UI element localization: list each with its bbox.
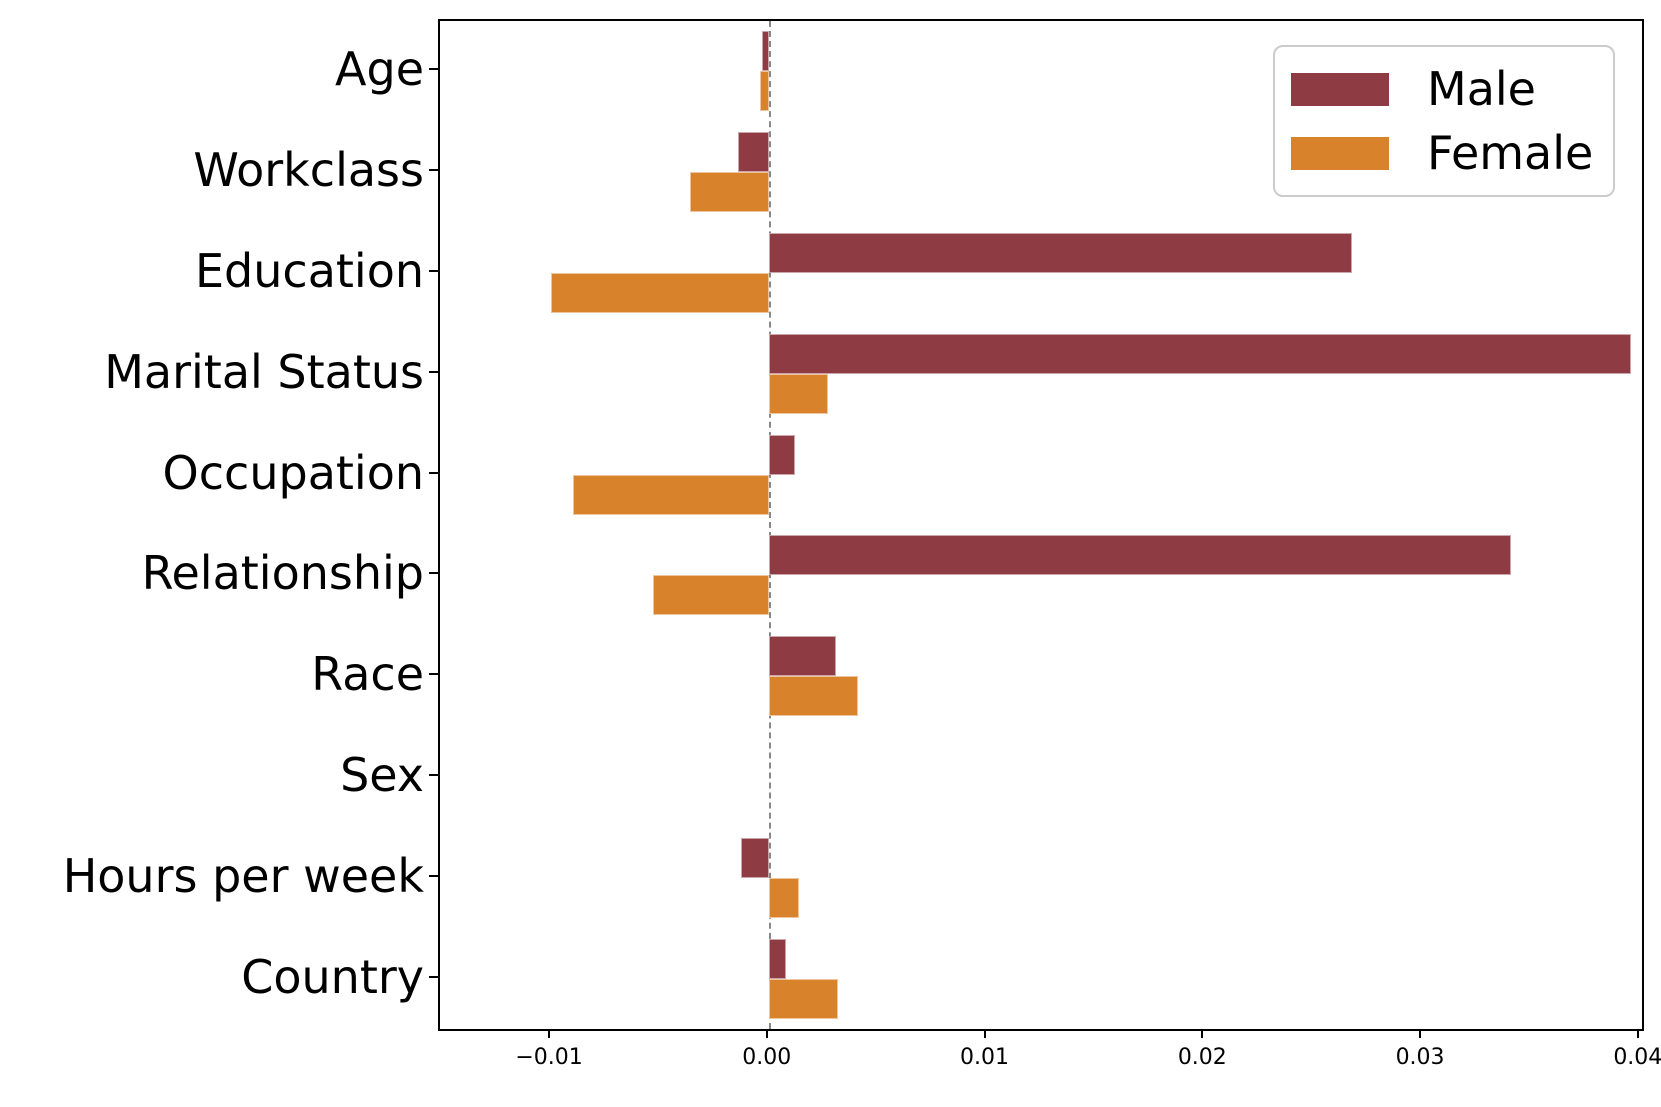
y-tick-occupation: [429, 471, 438, 474]
x-tick-0.01: [983, 1029, 986, 1038]
bar-female-marital-status: [768, 373, 828, 414]
y-axis-label-hours-per-week: Hours per week: [62, 848, 424, 903]
y-axis-label-country: Country: [241, 949, 424, 1004]
bar-male-age: [762, 31, 769, 72]
x-tick-0.02: [1201, 1029, 1204, 1038]
bar-female-relationship: [653, 575, 769, 616]
x-tick-0.00: [765, 1029, 768, 1038]
bar-male-workclass: [738, 132, 769, 173]
x-tick-label-0.02: 0.02: [1177, 1045, 1227, 1070]
x-tick-label-0.04: 0.04: [1613, 1045, 1661, 1070]
x-tick-label-0.00: 0.00: [742, 1045, 792, 1070]
x-tick-label-0.01: 0.01: [960, 1045, 1010, 1070]
y-axis-label-occupation: Occupation: [162, 445, 424, 500]
bar-female-country: [768, 978, 839, 1019]
bar-female-age: [760, 71, 769, 112]
bar-male-marital-status: [768, 333, 1632, 374]
bar-female-occupation: [572, 474, 769, 515]
bar-female-workclass: [690, 172, 769, 213]
y-tick-age: [429, 68, 438, 71]
y-tick-relationship: [429, 572, 438, 575]
legend-label-female: Female: [1427, 126, 1594, 180]
y-tick-sex: [429, 774, 438, 776]
bar-male-country: [768, 938, 787, 979]
y-axis-label-relationship: Relationship: [141, 546, 424, 601]
x-tick-−0.01: [548, 1029, 551, 1038]
y-axis-label-workclass: Workclass: [193, 143, 424, 198]
legend: Male Female: [1273, 45, 1615, 197]
bar-male-hours-per-week: [740, 837, 769, 878]
x-tick-label-−0.01: −0.01: [515, 1045, 583, 1070]
legend-entry-male: Male: [1275, 65, 1613, 113]
y-tick-marital-status: [429, 370, 438, 373]
bar-male-occupation: [768, 434, 795, 475]
bar-male-race: [768, 636, 837, 677]
y-tick-race: [429, 673, 438, 676]
zero-reference-line: [768, 21, 771, 1029]
female-swatch: [1291, 136, 1389, 170]
bar-female-race: [768, 676, 859, 717]
y-tick-workclass: [429, 169, 438, 172]
legend-label-male: Male: [1427, 62, 1536, 116]
y-axis-label-marital-status: Marital Status: [104, 344, 424, 399]
y-tick-education: [429, 270, 438, 272]
y-axis-label-education: Education: [194, 244, 424, 298]
y-axis-label-age: Age: [335, 42, 424, 97]
x-tick-label-0.03: 0.03: [1395, 1045, 1445, 1070]
bar-female-hours-per-week: [768, 877, 800, 918]
y-axis-label-sex: Sex: [340, 748, 424, 802]
male-swatch: [1291, 72, 1389, 106]
legend-entry-female: Female: [1275, 129, 1613, 177]
x-tick-0.03: [1419, 1029, 1422, 1038]
y-axis-label-race: Race: [311, 647, 424, 702]
bar-female-education: [551, 273, 769, 313]
y-tick-hours-per-week: [429, 874, 438, 877]
bar-male-relationship: [768, 535, 1512, 576]
bar-male-education: [768, 233, 1353, 273]
y-tick-country: [429, 975, 438, 978]
x-tick-0.04: [1636, 1029, 1639, 1038]
